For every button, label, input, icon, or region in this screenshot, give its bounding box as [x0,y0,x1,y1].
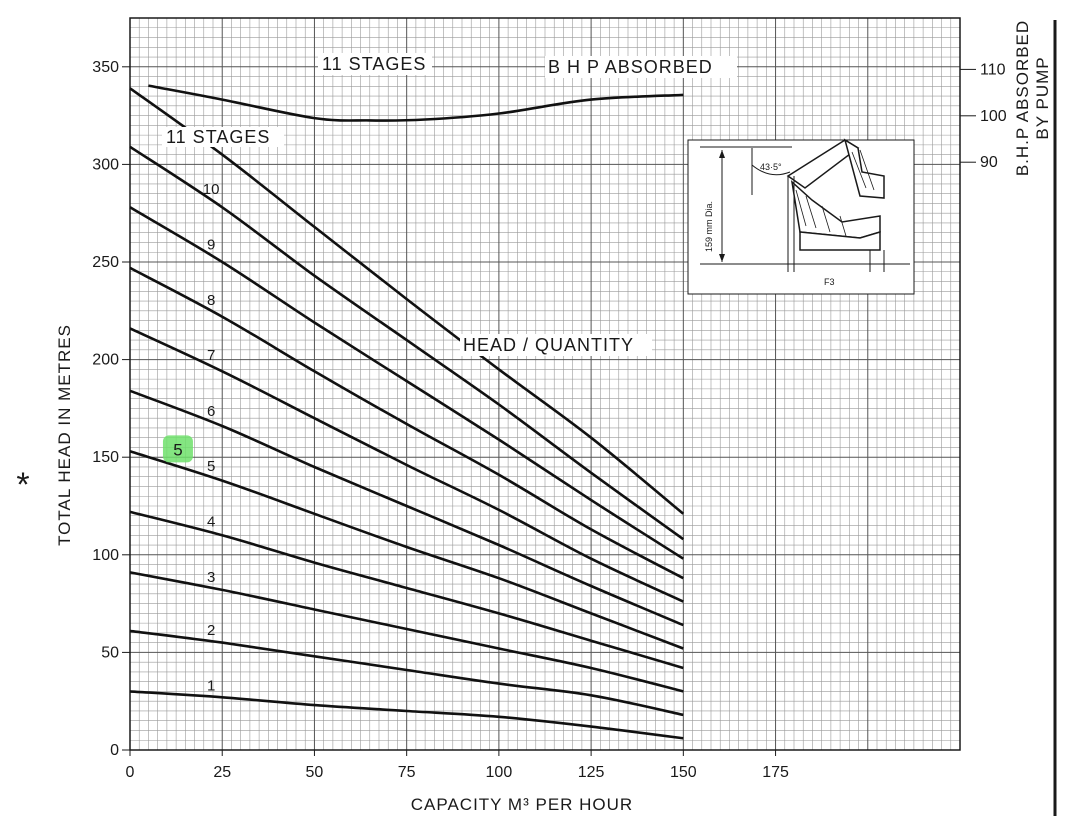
curve-label-stage-1: 1 [207,678,215,695]
bhp-curve [148,84,684,122]
y2-tick-label: 90 [980,154,998,171]
curve-labels: 1 2 3 4 5 6 7 8 9 10 5 [162,181,220,695]
curve-label-stage-2: 2 [207,622,215,639]
inset-angle-arc [751,164,791,176]
curve-label-stage-10: 10 [203,181,220,198]
head-curve-stage-5 [129,450,684,650]
x-axis-title: CAPACITY M³ PER HOUR [411,795,633,814]
head-curve-stage-7 [129,327,684,603]
plot-frame [129,17,961,751]
y-tick-label: 350 [92,59,119,76]
inset-hub-base [799,230,881,251]
bhp-stages-label-bg [318,53,432,75]
curve-label-stage-7: 7 [207,347,215,364]
y-tick-label: 0 [110,742,119,759]
inset-dia-label: 159 mm Dia. [704,201,714,252]
annotations: 11 STAGES B H P ABSORBED HEAD / QUANTITY… [162,53,737,356]
head-curve-stage-9 [129,206,685,560]
bhp-stages-label: 11 STAGES [322,54,426,74]
head-curves [129,87,685,740]
curve-label-stage-6: 6 [207,403,215,420]
asterisk-marker: * [16,466,29,504]
bhp-curve-group [148,84,684,122]
y2-tick-label: 100 [980,108,1007,125]
x-tick-label: 175 [762,764,789,781]
x-tick-label: 25 [213,764,231,781]
head-quantity-label: HEAD / QUANTITY [463,335,634,355]
x-tick-label: 0 [126,764,135,781]
y-axis-ticks: 0 50 100 150 200 250 300 350 [92,59,130,759]
x-tick-label: 150 [670,764,697,781]
bhp-absorbed-label: B H P ABSORBED [548,57,713,77]
y2-tick-label: 110 [980,61,1006,78]
head-curve-stage-2 [129,629,684,717]
head-stages-label: 11 STAGES [166,127,270,147]
x-tick-label: 50 [306,764,324,781]
head-stages-label-bg [162,127,284,147]
y-tick-label: 50 [101,644,119,661]
head-curve-stage-4 [129,510,684,670]
x-tick-label: 75 [398,764,416,781]
curve-label-stage-9: 9 [207,236,215,253]
highlight-marker [162,435,193,463]
y-axis-title: TOTAL HEAD IN METRES [55,324,74,546]
inset-angle-label: 43·5° [760,162,782,172]
inset-shroud [843,138,885,199]
bhp-label-bg [545,56,737,78]
head-quantity-label-bg [460,334,652,356]
y2-axis-ticks: 90 100 110 [960,61,1007,171]
impeller-inset: 43·5° 159 mm Dia. F3 [687,138,915,295]
y-tick-label: 150 [92,449,119,466]
head-curve-stage-3 [129,571,684,693]
y-tick-label: 250 [92,254,119,271]
head-curve-stage-1 [129,690,684,740]
y2-axis-title-line1: B.H.P ABSORBED [1013,20,1032,176]
head-curve-stage-6 [129,389,684,627]
curve-label-stage-3: 3 [207,569,215,586]
y-tick-label: 100 [92,547,119,564]
x-axis-ticks: 0 25 50 75 100 125 150 175 [126,750,789,781]
inset-code-label: F3 [824,277,835,287]
y2-axis-title-line2: BY PUMP [1033,56,1052,139]
y-tick-label: 200 [92,352,119,369]
head-curve-stage-11 [129,87,685,515]
x-tick-label: 125 [578,764,605,781]
highlight-label: 5 [173,440,182,459]
head-curve-stage-8 [129,266,684,580]
y-tick-label: 300 [92,156,119,173]
x-tick-label: 100 [486,764,513,781]
inset-hatching [795,149,875,237]
curve-label-stage-8: 8 [207,292,215,309]
curve-label-stage-4: 4 [207,513,215,530]
head-curve-stage-10 [129,145,685,541]
curve-label-stage-5: 5 [207,458,215,475]
